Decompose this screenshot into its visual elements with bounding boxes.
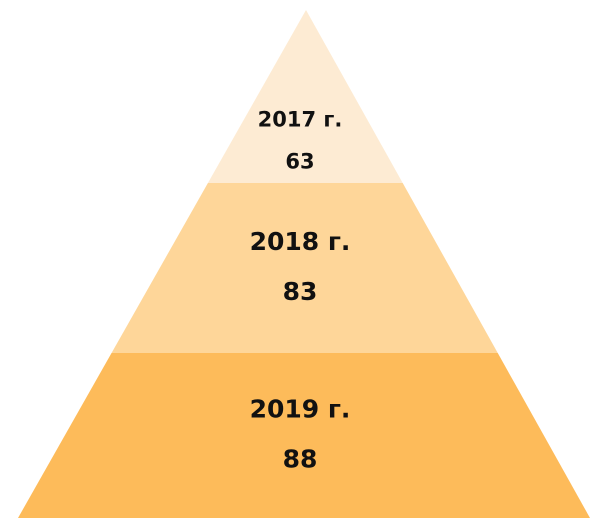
layer-value: 63 [285,150,314,174]
pyramid-layer [111,183,498,353]
layer-label: 2018 г. [250,227,351,256]
layer-label: 2017 г. [258,108,343,132]
layer-value: 83 [283,277,318,306]
pyramid-layer [18,353,590,518]
layer-label: 2019 г. [250,395,351,424]
layer-value: 88 [283,445,318,474]
pyramid-layer [207,10,403,183]
